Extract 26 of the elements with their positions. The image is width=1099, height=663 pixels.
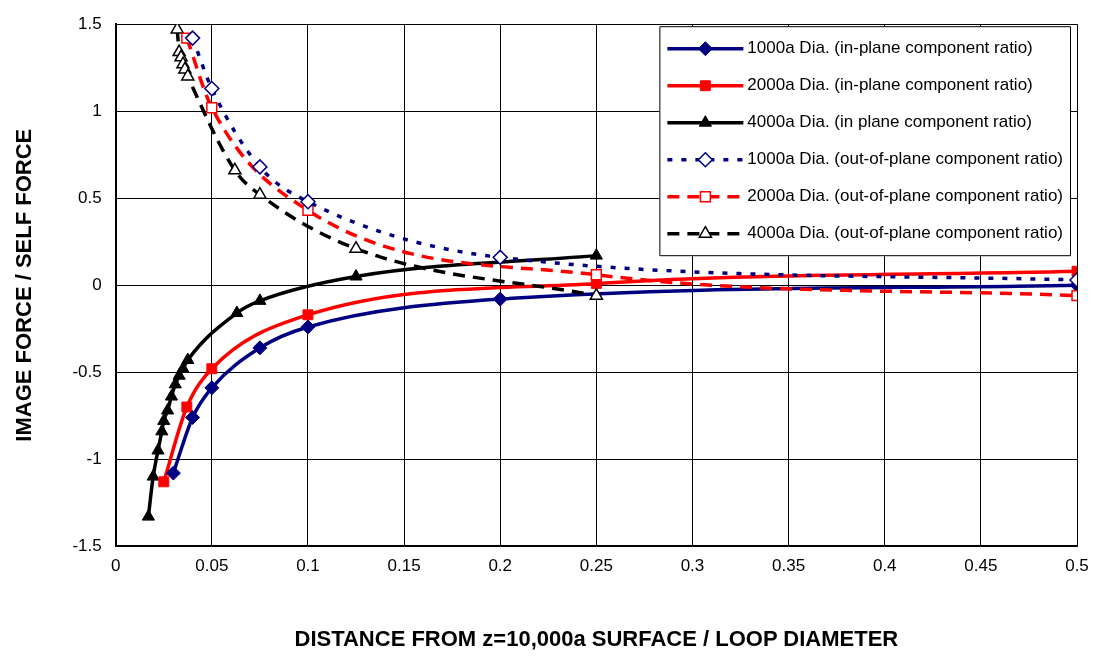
x-tick-label: 0.15 (387, 556, 421, 576)
legend-label: 1000a Dia. (in-plane component ratio) (747, 38, 1033, 58)
x-tick-label: 0.35 (772, 556, 806, 576)
legend-label: 4000a Dia. (in plane component ratio) (747, 112, 1032, 132)
legend-label: 4000a Dia. (out-of-plane component ratio) (747, 223, 1064, 243)
legend-label: 2000a Dia. (in-plane component ratio) (747, 75, 1033, 95)
y-tick-label: 0 (92, 274, 102, 294)
y-tick-label: -1.5 (72, 535, 102, 555)
y-tick-label: 0.5 (78, 187, 102, 207)
y-tick-label: -1 (86, 448, 102, 468)
x-tick-label: 0.05 (195, 556, 229, 576)
y-tick-label: 1 (92, 100, 102, 120)
x-tick-label: 0 (110, 556, 121, 576)
x-axis-title: DISTANCE FROM z=10,000a SURFACE / LOOP DIAMETER (294, 625, 899, 651)
x-tick-label: 0.45 (964, 556, 998, 576)
x-tick-label: 0.4 (872, 556, 897, 576)
y-tick-label: 1.5 (78, 13, 102, 33)
x-tick-label: 0.2 (488, 556, 513, 576)
legend-label: 1000a Dia. (out-of-plane component ratio) (747, 149, 1064, 169)
x-tick-label: 0.3 (680, 556, 705, 576)
x-tick-label: 0.5 (1065, 556, 1089, 576)
x-tick-label: 0.25 (579, 556, 613, 576)
y-tick-label: -0.5 (72, 361, 102, 381)
x-tick-label: 0.1 (296, 556, 320, 576)
y-axis-title: IMAGE FORCE / SELF FORCE (11, 128, 37, 442)
legend-label: 2000a Dia. (out-of-plane component ratio) (747, 186, 1064, 206)
